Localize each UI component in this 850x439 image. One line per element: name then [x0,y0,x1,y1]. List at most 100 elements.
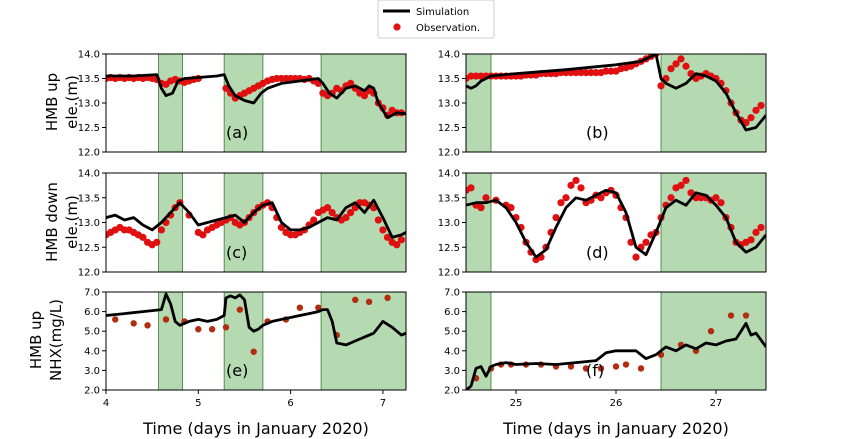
observation-point [592,69,600,77]
y-tick-label: 12.5 [438,123,460,134]
left-xlabel: Time (days in January 2020) [142,419,369,438]
y-tick-label: 12.0 [438,148,460,159]
observation-point [130,320,137,327]
observation-point [752,228,760,236]
observation-point [222,324,230,331]
observation-point [622,361,630,368]
y-tick-label: 13.0 [78,99,100,110]
observation-point [112,316,119,323]
simulation-line [466,54,766,132]
observation-point [477,204,485,212]
observation-point [742,312,750,319]
observation-point [667,65,675,73]
observation-point [467,184,475,192]
observation-point [597,365,605,372]
observation-point [667,194,675,202]
x-tick-label: 25 [510,398,523,409]
y-tick-label: 12.5 [78,243,100,254]
y-tick-label: 13.5 [438,74,460,85]
x-tick-label: 6 [287,398,293,409]
y-tick-label: 12.0 [78,268,100,279]
observation-point [582,365,590,372]
observation-point [472,72,480,80]
row1-ylabel-line2: ele.(m) [63,75,81,129]
y-tick-label: 4.0 [84,346,100,357]
observation-point [347,209,355,217]
panel-label: (f) [586,361,604,380]
observation-point [557,199,565,207]
panel-label: (e) [226,361,248,380]
observation-point [360,92,369,100]
observation-point [477,72,485,80]
observation-point [250,348,257,355]
y-tick-label: 13.0 [438,218,460,229]
y-tick-label: 14.0 [78,50,100,61]
simulation-line [106,73,406,120]
simulation-line [466,322,766,390]
y-tick-label: 12.5 [78,123,100,134]
observation-point [607,67,615,75]
observation-point [552,213,560,222]
y-tick-label: 13.5 [78,193,100,204]
row2-ylabel-line2: ele.(m) [63,195,81,249]
simulation-line [106,198,406,239]
observation-point [384,294,391,302]
y-tick-label: 13.0 [438,99,460,110]
observation-point [342,213,350,222]
observation-point [572,176,580,185]
x-tick-label: 7 [380,398,386,409]
observation-series [106,199,405,249]
observation-point [757,223,765,232]
observation-point [752,106,760,114]
shaded-period [158,53,184,153]
shaded-period [223,291,264,391]
legend-observation-label: Observation. [416,23,480,34]
observation-point [467,72,475,80]
y-tick-label: 12.5 [438,243,460,254]
legend-simulation-label: Simulation [416,7,469,18]
y-tick-label: 7.0 [84,288,100,299]
panel-label: (b) [586,123,609,142]
shaded-period [320,172,407,273]
observation-point [712,194,720,202]
y-tick-label: 3.0 [84,366,100,377]
observation-point [482,194,490,202]
observation-point [139,233,147,241]
shaded-period [660,53,767,153]
y-tick-label: 6.0 [84,307,100,318]
observation-point [672,60,680,68]
observation-point [352,296,359,304]
observation-point [374,216,382,224]
panel-frame [465,172,767,273]
observation-point [310,216,318,224]
y-tick-label: 14.0 [78,169,100,180]
observation-point [757,101,765,110]
x-tick-label: 26 [610,398,623,409]
observation-point [562,194,570,202]
simulation-line [106,292,406,347]
observation-point [507,204,515,212]
observation-point [162,316,170,323]
observation-point [567,69,575,77]
legend-observation-swatch [393,23,401,31]
right-xlabel: Time (days in January 2020) [502,419,729,438]
observation-point [677,181,685,189]
observation-point [379,226,387,234]
panel-label: (d) [586,243,609,262]
observation-point [577,184,585,192]
observation-point [365,298,373,305]
observation-point [597,194,605,202]
observation-point [323,204,332,212]
simulation-line [466,188,766,259]
y-tick-label: 5.0 [84,327,100,338]
legend: Simulation Observation. [377,0,495,39]
observation-point [144,322,151,329]
y-tick-label: 5.0 [444,327,460,338]
observation-point [393,241,401,249]
observation-point [717,199,725,207]
panel-label: (a) [226,123,248,142]
shaded-period [320,53,407,153]
panel-e: 2.0 3.0 4.0 5.0 6.0 7.0 4 5 6 7 (e) [84,288,407,409]
y-tick-label: 13.5 [78,74,100,85]
